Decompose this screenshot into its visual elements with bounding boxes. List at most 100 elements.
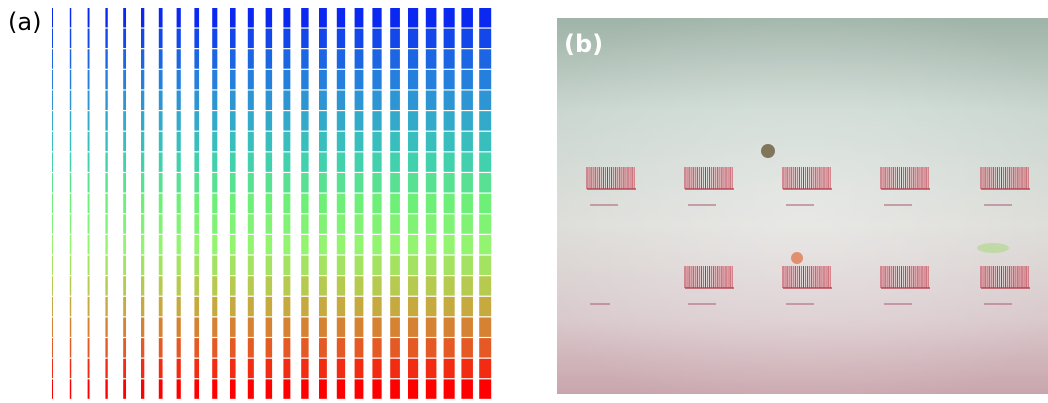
bar-segment <box>247 49 254 69</box>
bar-segment <box>105 111 108 131</box>
bar-segment <box>141 317 145 337</box>
bar-segment <box>372 338 382 358</box>
bar-segment <box>141 234 145 255</box>
panel-label: (b) <box>564 30 603 58</box>
bar-segment <box>194 111 200 131</box>
bar-segment <box>194 193 200 214</box>
bar-segment <box>194 8 200 28</box>
bar-segment <box>354 90 364 110</box>
bar-segment <box>69 28 72 49</box>
bar-segment <box>212 69 218 90</box>
bar-segment <box>283 152 291 172</box>
bar-segment <box>123 276 127 296</box>
bar-segment <box>52 296 53 317</box>
comb-caption <box>984 204 1012 206</box>
bar-segment <box>230 358 236 379</box>
bar-segment <box>194 338 200 358</box>
bar-segment <box>265 111 273 131</box>
bar-segment <box>158 255 163 276</box>
bar-segment <box>176 152 181 172</box>
bar-segment <box>336 111 346 131</box>
bar-segment <box>461 90 473 110</box>
bar-segment <box>390 193 400 214</box>
bar-segment <box>372 379 382 399</box>
bar-segment <box>354 131 364 152</box>
bar-segment <box>87 234 90 255</box>
bar-segment <box>390 28 400 49</box>
comb-structures <box>586 167 1030 305</box>
bar-segment <box>265 8 273 28</box>
bar-segment <box>479 131 492 152</box>
bar-segment <box>52 317 53 337</box>
bar-segment <box>301 152 309 172</box>
bar-segment <box>69 255 72 276</box>
bar-segment <box>247 131 254 152</box>
bar-segment <box>230 69 236 90</box>
bar-segment <box>123 90 127 110</box>
bar-segment <box>123 317 127 337</box>
bar-segment <box>158 214 163 234</box>
bar-segment <box>336 214 346 234</box>
bar-segment <box>123 173 127 193</box>
bar-segment <box>158 90 163 110</box>
bar-segment <box>372 193 382 214</box>
bar-segment <box>69 296 72 317</box>
bar-segment <box>230 193 236 214</box>
bar-segment <box>408 234 419 255</box>
bar-segment <box>123 379 127 399</box>
bar-segment <box>123 49 127 69</box>
bar-segment <box>425 173 437 193</box>
bar-segment <box>461 49 473 69</box>
bar-segment <box>301 173 309 193</box>
bar-segment <box>123 296 127 317</box>
bar-segment <box>105 338 108 358</box>
bar-segment <box>158 173 163 193</box>
bar-segment <box>354 255 364 276</box>
bar-segment <box>69 214 72 234</box>
bar-segment <box>354 214 364 234</box>
bar-segment <box>123 214 127 234</box>
bar-segment <box>301 379 309 399</box>
bar-segment <box>319 379 327 399</box>
bar-segment <box>461 193 473 214</box>
bar-segment <box>87 296 90 317</box>
bar-segment <box>87 131 90 152</box>
bar-segment <box>336 193 346 214</box>
bar-segment <box>301 131 309 152</box>
bar-segment <box>425 193 437 214</box>
bar-segment <box>105 193 108 214</box>
bar-segment <box>158 276 163 296</box>
bar-segment <box>230 49 236 69</box>
bar-segment <box>212 193 218 214</box>
bar-segment <box>176 193 181 214</box>
bar-segment <box>176 317 181 337</box>
bar-segment <box>443 276 455 296</box>
bar-segment <box>158 379 163 399</box>
bar-segment <box>176 28 181 49</box>
bar-segment <box>52 358 53 379</box>
bar-segment <box>194 131 200 152</box>
bar-segment <box>390 173 400 193</box>
bar-segment <box>158 131 163 152</box>
bar-segment <box>52 173 53 193</box>
comb-caption <box>688 303 716 305</box>
bar-segment <box>319 28 327 49</box>
bar-segment <box>194 296 200 317</box>
bar-segment <box>212 379 218 399</box>
bar-pattern <box>52 8 492 399</box>
bar-segment <box>425 338 437 358</box>
bar-segment <box>408 69 419 90</box>
bar-segment <box>479 152 492 172</box>
comb-caption <box>786 303 814 305</box>
bar-segment <box>283 214 291 234</box>
bar-segment <box>141 90 145 110</box>
bar-segment <box>283 317 291 337</box>
bar-segment <box>123 358 127 379</box>
bar-segment <box>461 152 473 172</box>
bar-segment <box>390 214 400 234</box>
bar-segment <box>283 69 291 90</box>
bar-segment <box>425 69 437 90</box>
bar-segment <box>141 131 145 152</box>
bar-segment <box>336 255 346 276</box>
bar-segment <box>443 379 455 399</box>
